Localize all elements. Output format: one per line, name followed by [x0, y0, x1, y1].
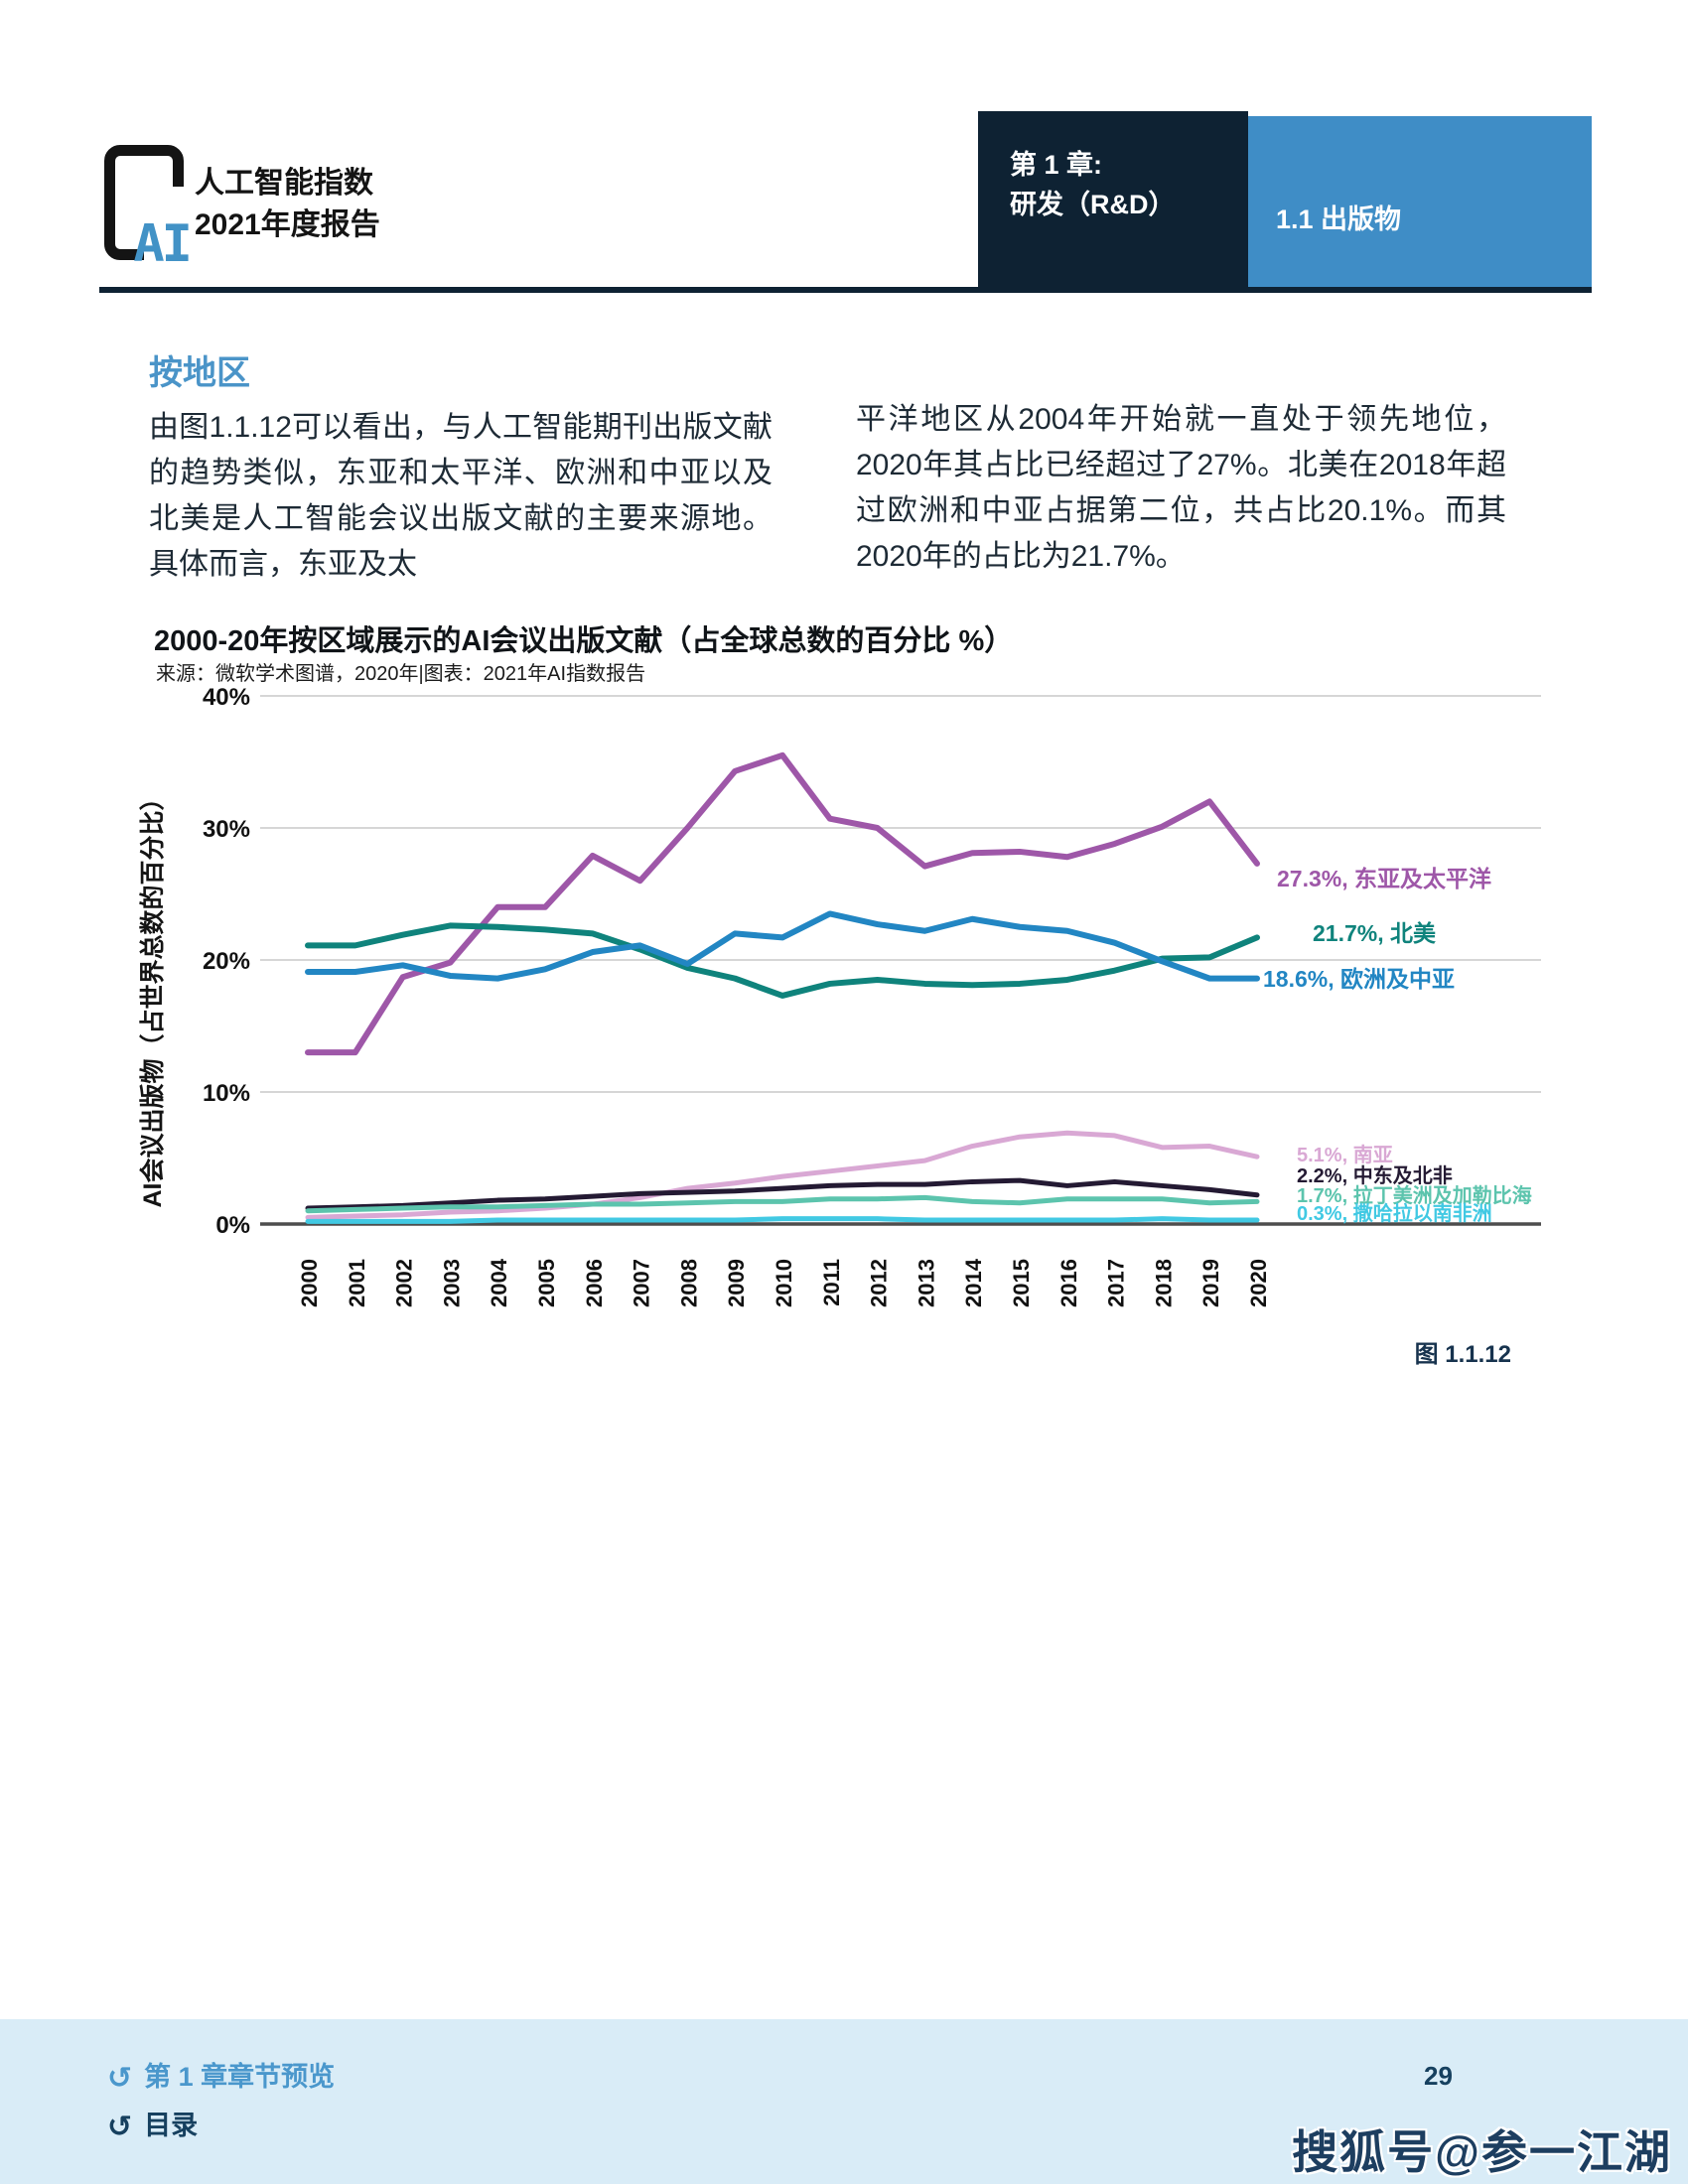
- report-title: 人工智能指数 2021年度报告: [195, 163, 380, 246]
- logo-ai-letters: AI: [133, 214, 193, 274]
- chapter-label-line2: 研发（R&D）: [1010, 190, 1176, 219]
- x-tick-label: 2015: [1009, 1259, 1034, 1307]
- chart-line-北美: [305, 922, 1260, 999]
- chart-line-南亚: [305, 1130, 1260, 1220]
- footer-link-toc[interactable]: ↺ 目录: [107, 2104, 198, 2144]
- page-title: 按地区: [149, 354, 250, 392]
- x-tick-label: 2018: [1151, 1259, 1176, 1307]
- return-arrow-icon: ↺: [107, 2062, 133, 2095]
- series-end-label-撒哈拉以南非洲: 0.3%, 撒哈拉以南非洲: [1297, 1201, 1492, 1225]
- chart-source: 来源：微软学术图谱，2020年|图表：2021年AI指数报告: [156, 663, 646, 685]
- series-end-label-欧洲及中亚: 18.6%, 欧洲及中亚: [1263, 966, 1455, 992]
- body-paragraph-left: 由图1.1.12可以看出，与人工智能期刊出版文献的趋势类似，东亚和太平洋、欧洲和…: [149, 411, 773, 581]
- x-tick-label: 2003: [439, 1259, 464, 1307]
- x-tick-label: 2005: [534, 1259, 559, 1307]
- y-tick-label: 0%: [215, 1212, 250, 1239]
- x-tick-label: 2010: [772, 1259, 796, 1307]
- x-tick-label: 2009: [724, 1259, 749, 1307]
- series-end-label-北美: 21.7%, 北美: [1313, 920, 1436, 946]
- footer-link-chapter-preview-label: 第 1 章章节预览: [144, 2062, 336, 2092]
- page-number: 29: [1424, 2061, 1453, 2091]
- x-tick-label: 2014: [961, 1258, 986, 1307]
- y-tick-label: 20%: [203, 948, 250, 975]
- section-label: 1.1 出版物: [1276, 205, 1402, 234]
- x-tick-label: 2013: [914, 1259, 938, 1307]
- x-tick-label: 2016: [1056, 1259, 1081, 1307]
- chapter-tab[interactable]: 第 1 章: 研发（R&D）: [978, 111, 1248, 287]
- x-tick-label: 2001: [345, 1259, 369, 1307]
- x-tick-label: 2019: [1198, 1259, 1223, 1307]
- series-end-label-东亚及太平洋: 27.3%, 东亚及太平洋: [1277, 866, 1491, 891]
- x-tick-label: 2002: [392, 1259, 417, 1307]
- x-tick-label: 2000: [297, 1259, 322, 1307]
- section-tab[interactable]: 1.1 出版物: [1248, 116, 1592, 287]
- x-tick-label: 2008: [676, 1259, 701, 1307]
- watermark: 搜狐号@参一江湖: [1292, 2126, 1672, 2178]
- y-axis-title: AI会议出版物（占世界总数的百分比）: [139, 785, 167, 1208]
- footer-link-chapter-preview[interactable]: ↺ 第 1 章章节预览: [107, 2055, 335, 2096]
- header-divider: [99, 287, 1592, 293]
- chart-title: 2000-20年按区域展示的AI会议出版文献（占全球总数的百分比 %）: [154, 625, 1014, 657]
- body-paragraph-right: 平洋地区从2004年开始就一直处于领先地位，2020年其占比已经超过了27%。北…: [856, 403, 1506, 573]
- chart-line-中东及北非: [305, 1177, 1260, 1211]
- x-tick-label: 2017: [1104, 1259, 1129, 1307]
- chart-line-拉丁美洲及加勒比海: [305, 1194, 1260, 1214]
- footer-link-toc-label: 目录: [144, 2111, 199, 2140]
- y-tick-label: 40%: [203, 684, 250, 711]
- y-tick-label: 30%: [203, 816, 250, 843]
- return-arrow-icon: ↺: [107, 2111, 133, 2143]
- report-title-line1: 人工智能指数: [195, 167, 373, 200]
- chart-line-欧洲及中亚: [305, 910, 1260, 982]
- y-tick-label: 10%: [203, 1080, 250, 1107]
- x-tick-label: 2006: [582, 1259, 607, 1307]
- x-tick-label: 2004: [487, 1258, 511, 1307]
- x-tick-label: 2020: [1246, 1259, 1271, 1307]
- x-tick-label: 2012: [867, 1259, 892, 1307]
- series-end-label-中东及北非: 2.2%, 中东及北非: [1297, 1163, 1453, 1187]
- x-tick-label: 2011: [819, 1259, 844, 1306]
- figure-caption: 图 1.1.12: [1414, 1341, 1511, 1368]
- report-title-line2: 2021年度报告: [195, 208, 380, 241]
- footer-band: [0, 2019, 1688, 2184]
- chapter-label-line1: 第 1 章:: [1010, 150, 1103, 180]
- chart-line-东亚及太平洋: [305, 751, 1260, 1056]
- series-end-label-南亚: 5.1%, 南亚: [1297, 1144, 1393, 1166]
- ai-index-logo-icon: AI: [104, 145, 193, 270]
- x-tick-label: 2007: [630, 1259, 654, 1307]
- series-end-label-拉丁美洲及加勒比海: 1.7%, 拉丁美洲及加勒比海: [1297, 1183, 1532, 1207]
- chart-line-撒哈拉以南非洲: [305, 1216, 1260, 1224]
